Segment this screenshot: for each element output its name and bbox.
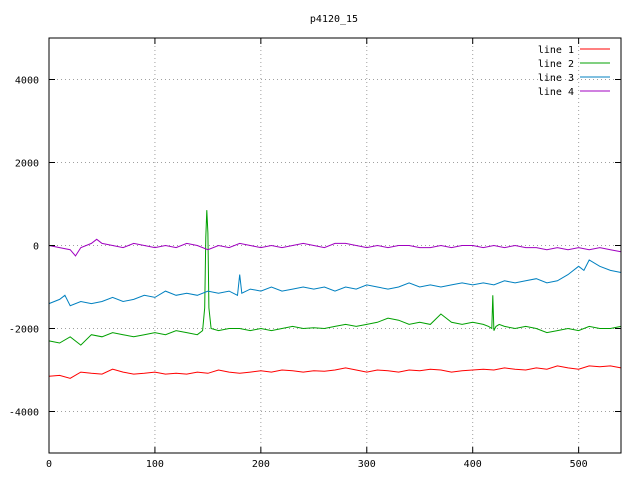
x-tick-label: 100 <box>146 459 164 470</box>
y-tick-label: 0 <box>33 242 39 253</box>
series-line-3 <box>48 259 622 307</box>
y-tick-label: 2000 <box>15 159 39 170</box>
axis-ticks: 0 100 200 300 400 500 -4000 -2000 0 2000 4000 <box>9 38 621 470</box>
series-line-2 <box>48 210 622 346</box>
y-tick-label: -2000 <box>9 325 39 336</box>
x-tick-label: 200 <box>252 459 270 470</box>
x-tick-label: 400 <box>464 459 482 470</box>
series-line-4 <box>48 238 622 257</box>
legend: line 1 line 2 line 3 line 4 <box>538 45 610 98</box>
chart-title: p4120_15 <box>310 14 358 25</box>
plot-frame <box>48 37 622 454</box>
legend-label-1: line 1 <box>538 45 574 56</box>
y-tick-label: -4000 <box>9 408 39 419</box>
series-line-1 <box>48 365 622 379</box>
x-tick-label: 500 <box>570 459 588 470</box>
legend-label-3: line 3 <box>538 73 574 84</box>
legend-label-2: line 2 <box>538 59 574 70</box>
x-tick-label: 0 <box>46 459 52 470</box>
y-tick-label: 4000 <box>15 76 39 87</box>
legend-label-4: line 4 <box>538 87 574 98</box>
grid <box>49 38 621 453</box>
series-group <box>48 210 622 379</box>
x-tick-label: 300 <box>358 459 376 470</box>
